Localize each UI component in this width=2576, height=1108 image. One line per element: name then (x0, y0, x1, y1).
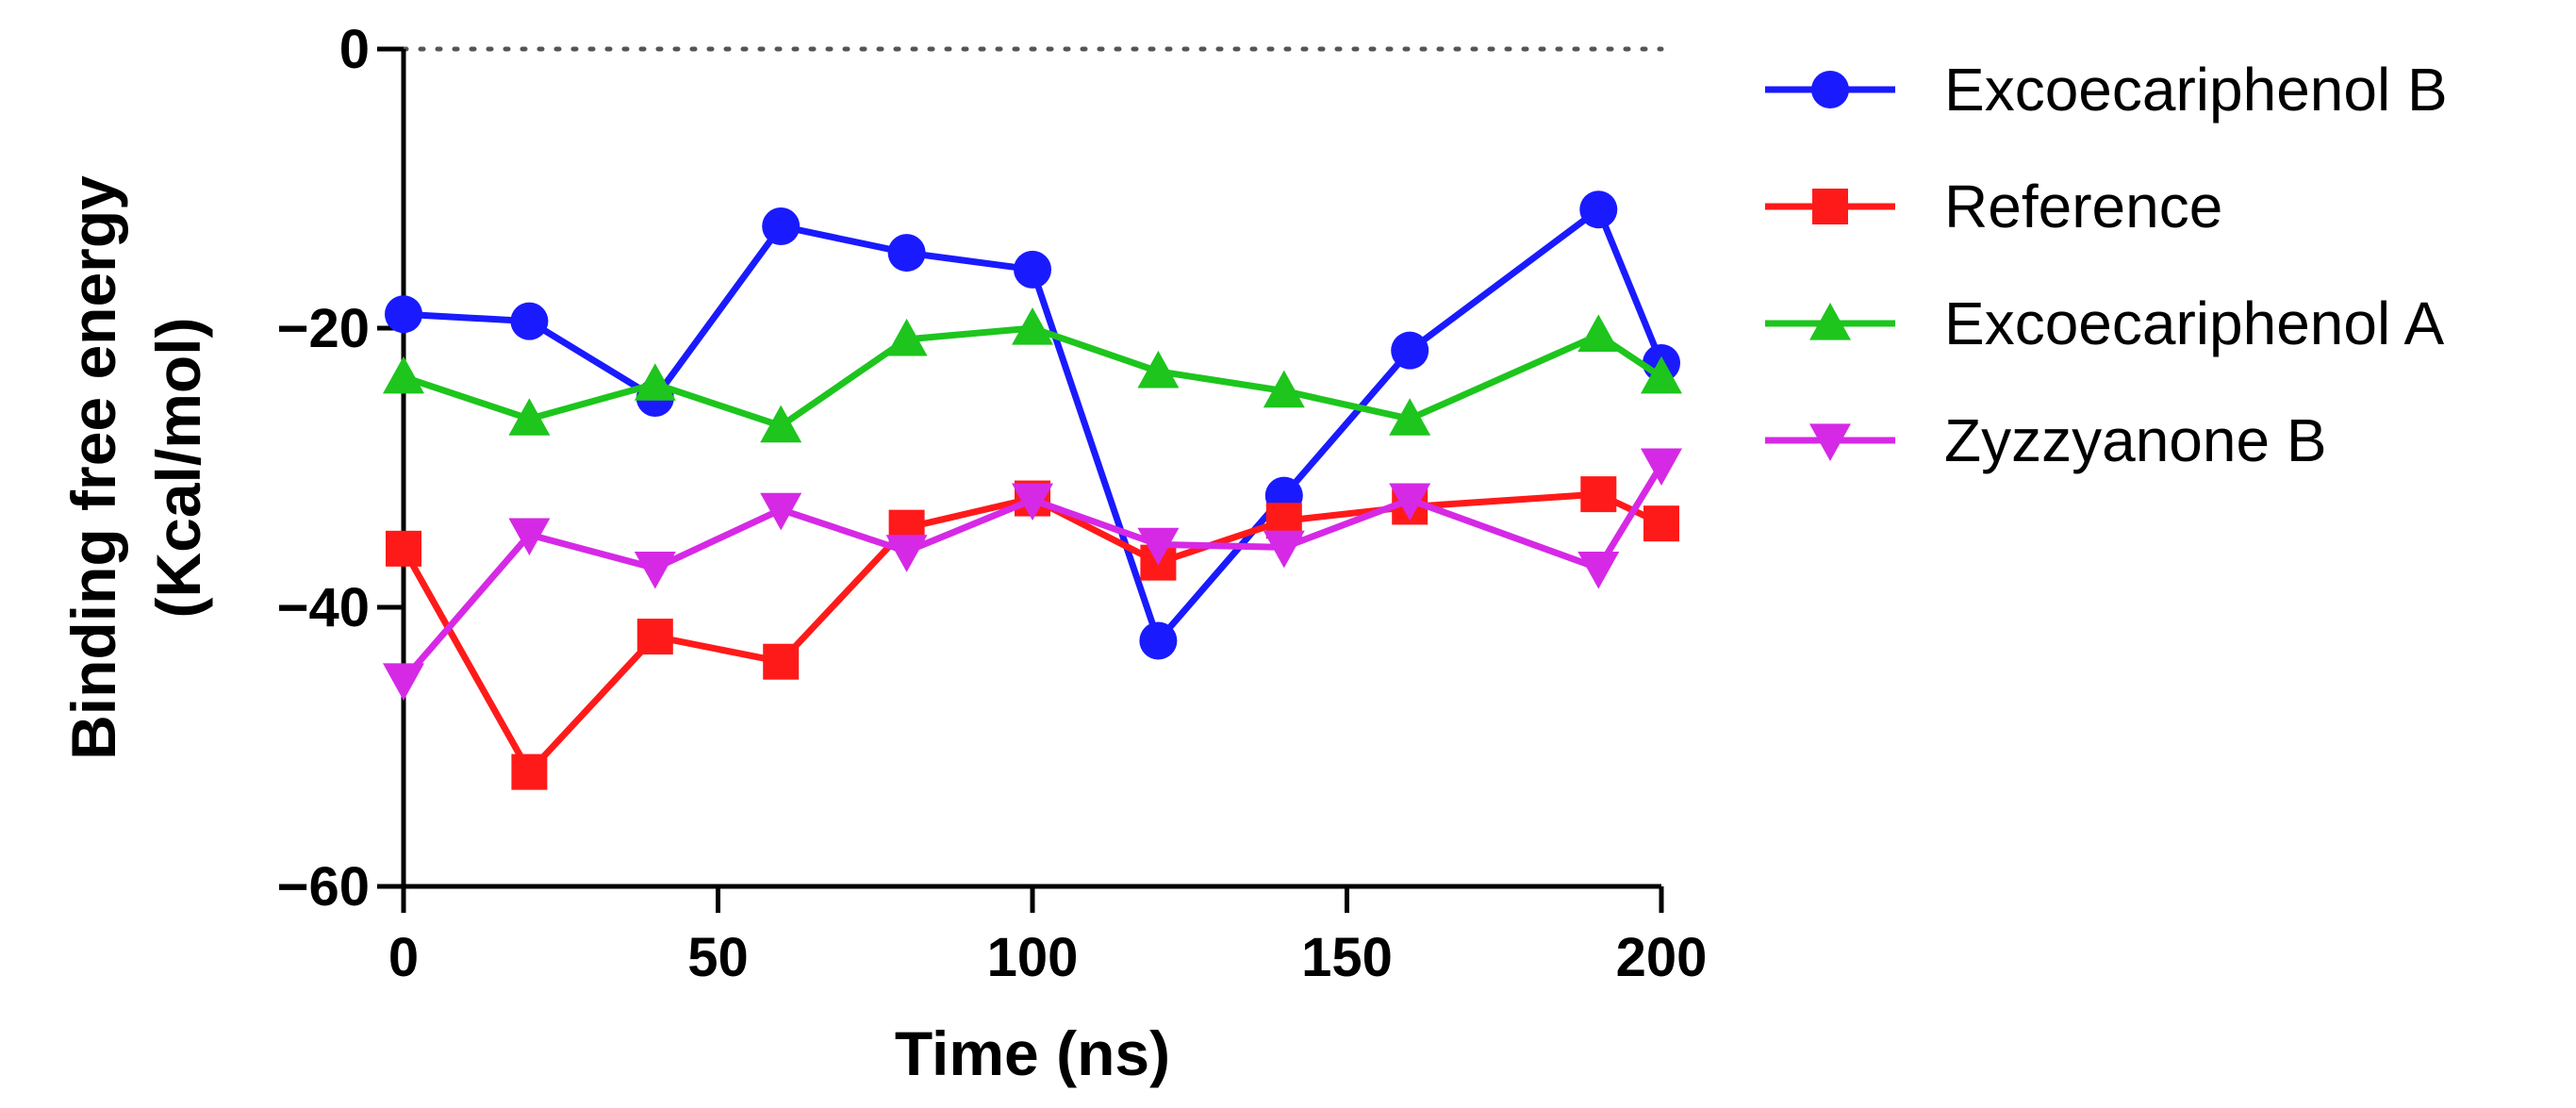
data-point (1012, 483, 1053, 521)
data-point (511, 753, 548, 790)
data-point (1641, 448, 1682, 487)
x-tick-label: 0 (388, 927, 419, 988)
data-point (1137, 350, 1180, 389)
y-tick-label: −40 (277, 577, 370, 638)
data-point (762, 207, 801, 245)
data-point (1391, 331, 1429, 370)
data-point (1263, 530, 1305, 569)
x-tick-label: 150 (1301, 927, 1393, 988)
legend-label: Excoecariphenol B (1944, 56, 2448, 124)
data-point (1137, 527, 1180, 566)
data-point (508, 518, 551, 556)
x-axis-title: Time (ns) (895, 1018, 1170, 1088)
series-excoecariphenol-b (385, 190, 1680, 660)
series-reference (386, 476, 1679, 790)
axes: 0 −20 −40 −60 0 50 100 150 200 Time (ns) Binding f… (58, 19, 1707, 1088)
data-point (508, 398, 551, 436)
data-point (887, 234, 926, 273)
x-tick-label: 200 (1616, 927, 1708, 988)
data-point (1389, 483, 1431, 521)
x-tick-label: 100 (987, 927, 1079, 988)
data-point (385, 295, 422, 334)
data-point (1012, 307, 1053, 345)
series-group (383, 190, 1682, 790)
data-point (885, 318, 928, 356)
series-line (400, 490, 1663, 776)
legend-item: Reference (1765, 173, 2222, 240)
y-axis-title-line-1: Binding free energy (58, 175, 128, 760)
series-excoecariphenol-a (383, 307, 1682, 443)
y-tick-label: −20 (277, 298, 370, 359)
legend-item: Zyzzyanone B (1765, 406, 2327, 474)
legend-label: Zyzzyanone B (1944, 406, 2327, 474)
legend-label: Excoecariphenol A (1944, 289, 2444, 357)
y-tick-label: 0 (339, 19, 370, 80)
legend-marker (1812, 189, 1848, 224)
data-point (383, 356, 424, 394)
legend-marker (1809, 423, 1851, 461)
data-point (1580, 476, 1617, 513)
data-point (763, 643, 800, 680)
legend-item: Excoecariphenol B (1765, 56, 2448, 124)
data-point (1139, 621, 1178, 660)
y-tick-label: −60 (277, 856, 370, 918)
data-point (885, 535, 928, 572)
data-point (1263, 370, 1305, 408)
data-point (1579, 190, 1618, 229)
data-point (634, 551, 676, 589)
x-tick-label: 50 (687, 927, 749, 988)
data-point (1577, 314, 1620, 352)
data-point (510, 302, 549, 340)
data-point (1643, 505, 1679, 542)
y-axis-title-line-2: (Kcal/mol) (143, 317, 213, 618)
data-point (636, 619, 673, 655)
legend-item: Excoecariphenol A (1765, 289, 2444, 357)
data-point (1014, 250, 1051, 289)
legend-marker (1809, 303, 1851, 340)
legend-label: Reference (1944, 173, 2222, 240)
data-point (760, 405, 802, 443)
data-point (634, 363, 676, 401)
series-zyzzyanone-b (383, 448, 1682, 701)
legend: Excoecariphenol B Reference Excoecaripheno… (1765, 56, 2448, 474)
legend-marker (1811, 71, 1849, 108)
data-point (760, 492, 802, 531)
data-point (1577, 551, 1620, 589)
data-point (1389, 398, 1431, 436)
data-point (386, 530, 421, 567)
data-point (383, 663, 424, 701)
data-point (1641, 356, 1682, 394)
